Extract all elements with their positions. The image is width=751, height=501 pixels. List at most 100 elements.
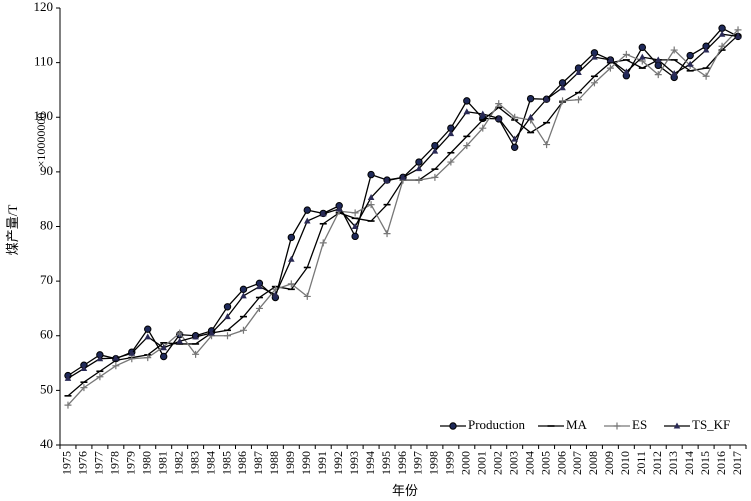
x-tick-label: 2010 — [618, 451, 632, 475]
point — [303, 206, 311, 214]
point — [208, 329, 215, 336]
point — [112, 354, 120, 361]
x-axis-label: 年份 — [392, 483, 418, 498]
point — [192, 350, 200, 358]
point — [335, 205, 343, 212]
legend-label: MA — [566, 417, 588, 432]
x-tick-label: 2000 — [459, 451, 473, 475]
point — [80, 365, 88, 372]
y-tick-label: 80 — [40, 217, 53, 232]
point — [224, 332, 232, 340]
point — [80, 384, 88, 392]
point — [239, 285, 248, 294]
point — [463, 108, 471, 115]
y-unit: ×10000000 — [34, 113, 48, 168]
point — [479, 110, 487, 117]
x-tick-label: 1976 — [76, 451, 90, 475]
x-tick-label: 1993 — [347, 451, 361, 475]
point — [591, 53, 598, 60]
x-tick-label: 1991 — [315, 451, 329, 475]
point — [223, 303, 232, 311]
x-tick-label: 2015 — [698, 451, 712, 475]
point — [654, 56, 662, 63]
x-tick-label: 1985 — [219, 451, 233, 475]
point — [638, 43, 647, 52]
point — [176, 337, 183, 344]
line — [67, 27, 739, 377]
x-tick-label: 1987 — [251, 451, 265, 475]
point — [144, 325, 152, 333]
point — [159, 352, 168, 361]
point — [287, 280, 295, 288]
x-tick-label: 2006 — [554, 451, 568, 475]
x-tick-label: 1990 — [299, 451, 313, 475]
x-tick-label: 1983 — [187, 451, 201, 475]
point — [303, 217, 311, 224]
point — [511, 113, 519, 121]
point — [239, 326, 247, 334]
point — [613, 422, 621, 430]
x-tick-label: 1986 — [235, 451, 249, 475]
point — [144, 333, 152, 340]
point — [654, 61, 662, 70]
y-tick-label: 40 — [40, 436, 53, 451]
point — [96, 373, 104, 381]
point — [673, 422, 681, 429]
point — [128, 349, 136, 356]
y-tick-label: 110 — [34, 54, 53, 69]
point — [447, 130, 455, 137]
point — [272, 291, 279, 298]
x-tick-label: 2005 — [538, 451, 552, 475]
y-tick-label: 90 — [40, 163, 53, 178]
x-tick-label: 2012 — [650, 451, 664, 475]
x-tick-label: 1997 — [411, 451, 425, 475]
point — [511, 135, 518, 142]
point — [288, 255, 295, 262]
point — [543, 95, 550, 102]
series — [64, 30, 742, 381]
point — [415, 176, 423, 184]
series — [64, 24, 742, 380]
x-tick-label: 1999 — [443, 451, 457, 475]
x-tick-label: 1977 — [92, 451, 106, 475]
point — [415, 165, 423, 172]
point — [112, 362, 120, 370]
point — [718, 24, 726, 32]
point — [686, 60, 694, 67]
point — [192, 333, 199, 340]
point — [96, 355, 104, 362]
x-tick-label: 1980 — [139, 451, 153, 475]
x-tick-label: 2009 — [602, 451, 616, 475]
point — [431, 147, 439, 154]
x-tick-label: 2016 — [714, 451, 728, 475]
point — [160, 344, 167, 351]
point — [431, 173, 439, 181]
x-tick-label: 1988 — [267, 451, 281, 475]
x-tick-label: 1982 — [171, 451, 185, 475]
point — [527, 113, 534, 120]
x-tick-label: 2003 — [506, 451, 520, 475]
point — [463, 142, 471, 150]
series — [64, 26, 742, 409]
legend-label: ES — [632, 417, 647, 432]
point — [144, 354, 152, 362]
x-tick-label: 2008 — [586, 451, 600, 475]
y-tick-label: 60 — [40, 327, 53, 342]
x-tick-label: 2014 — [682, 451, 696, 475]
point — [559, 84, 566, 91]
x-tick-label: 2001 — [475, 451, 489, 475]
point — [510, 143, 519, 151]
line — [67, 29, 739, 406]
point — [574, 96, 582, 104]
point — [654, 71, 662, 79]
legend-label: Production — [468, 417, 526, 432]
point — [351, 232, 359, 241]
point — [590, 79, 598, 87]
x-tick-label: 2004 — [522, 451, 536, 475]
y-tick-label: 70 — [40, 272, 53, 287]
point — [367, 194, 375, 201]
point — [128, 355, 136, 363]
point — [623, 68, 630, 75]
point — [224, 313, 231, 320]
